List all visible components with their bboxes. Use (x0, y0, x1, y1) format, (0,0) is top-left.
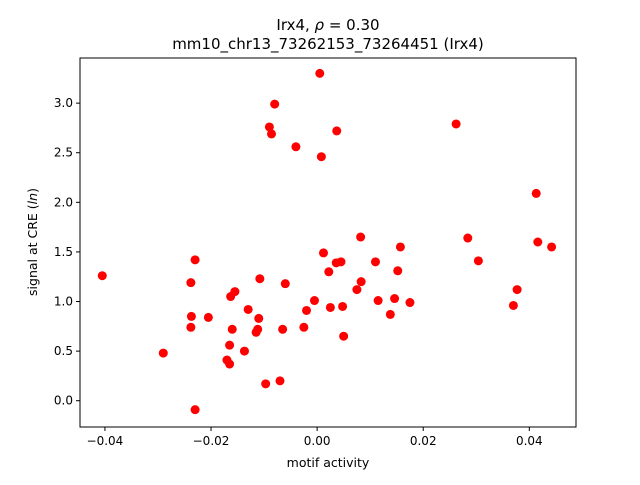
scatter-point (547, 242, 557, 252)
plot-frame (79, 57, 577, 428)
scatter-point (253, 324, 263, 334)
y-tick-label: 1.0 (54, 295, 73, 309)
scatter-point (225, 340, 235, 350)
scatter-point (227, 324, 237, 334)
scatter-point (356, 277, 366, 287)
x-tick-label: 0.00 (304, 434, 331, 448)
scatter-point (332, 126, 342, 136)
scatter-point (336, 257, 346, 267)
y-tick-label: 3.0 (54, 96, 73, 110)
scatter-point (190, 405, 200, 415)
scatter-point (254, 313, 264, 323)
scatter-point (512, 285, 522, 295)
scatter-point (186, 322, 196, 332)
scatter-point (239, 346, 249, 356)
scatter-point (264, 122, 274, 132)
scatter-point (270, 99, 280, 109)
x-axis-label: motif activity (287, 455, 370, 470)
scatter-point (309, 296, 319, 306)
scatter-point (338, 301, 348, 311)
scatter-point (339, 331, 349, 341)
scatter-point (278, 324, 288, 334)
scatter-point (275, 376, 285, 386)
scatter-point (405, 298, 415, 308)
scatter-point (370, 257, 380, 267)
scatter-point (324, 267, 334, 277)
scatter-point (533, 237, 543, 247)
scatter-point (531, 188, 541, 198)
scatter-point (243, 304, 253, 314)
scatter-point (186, 278, 196, 288)
scatter-point (225, 359, 235, 369)
scatter-point (451, 119, 461, 129)
scatter-point (390, 294, 400, 304)
chart-title-line2: mm10_chr13_73262153_73264451 (Irx4) (172, 35, 484, 54)
scatter-point (280, 279, 290, 289)
scatter-point (97, 271, 107, 281)
x-tick-label: −0.02 (193, 434, 230, 448)
scatter-point (473, 256, 483, 266)
scatter-point (373, 296, 383, 306)
scatter-point (395, 242, 405, 252)
scatter-point (315, 68, 325, 78)
scatter-point (393, 266, 403, 276)
scatter-point (356, 232, 366, 242)
y-axis-label: signal at CRE (ln) (25, 188, 40, 296)
scatter-point (267, 129, 277, 139)
scatter-point (316, 152, 326, 162)
scatter-point (508, 300, 518, 310)
scatter-point (385, 309, 395, 319)
scatter-point (230, 287, 240, 297)
y-tick-label: 1.5 (54, 245, 73, 259)
y-tick-label: 2.5 (54, 146, 73, 160)
scatter-point (302, 305, 312, 315)
y-tick-label: 0.0 (54, 394, 73, 408)
scatter-point (463, 233, 473, 243)
chart-title-line1: Irx4, ρ = 0.30 (276, 16, 379, 34)
scatter-point (299, 322, 309, 332)
scatter-point (158, 348, 168, 358)
scatter-point (261, 379, 271, 389)
y-tick-label: 2.0 (54, 195, 73, 209)
scatter-point (255, 274, 265, 284)
x-tick-label: 0.02 (410, 434, 437, 448)
scatter-point (190, 255, 200, 265)
scatter-point (291, 142, 301, 152)
scatter-point (352, 285, 362, 295)
y-tick-label: 0.5 (54, 344, 73, 358)
scatter-point (318, 248, 328, 258)
scatter-point (203, 312, 213, 322)
scatter-point (325, 302, 335, 312)
scatter-point (186, 311, 196, 321)
axis-ticks: −0.04 −0.02 0.00 0.02 0.04 0.0 0.5 1.0 1.5 2.0 2.5… (54, 96, 543, 448)
data-points (97, 68, 557, 415)
x-tick-label: 0.04 (516, 434, 543, 448)
x-tick-label: −0.04 (87, 434, 124, 448)
